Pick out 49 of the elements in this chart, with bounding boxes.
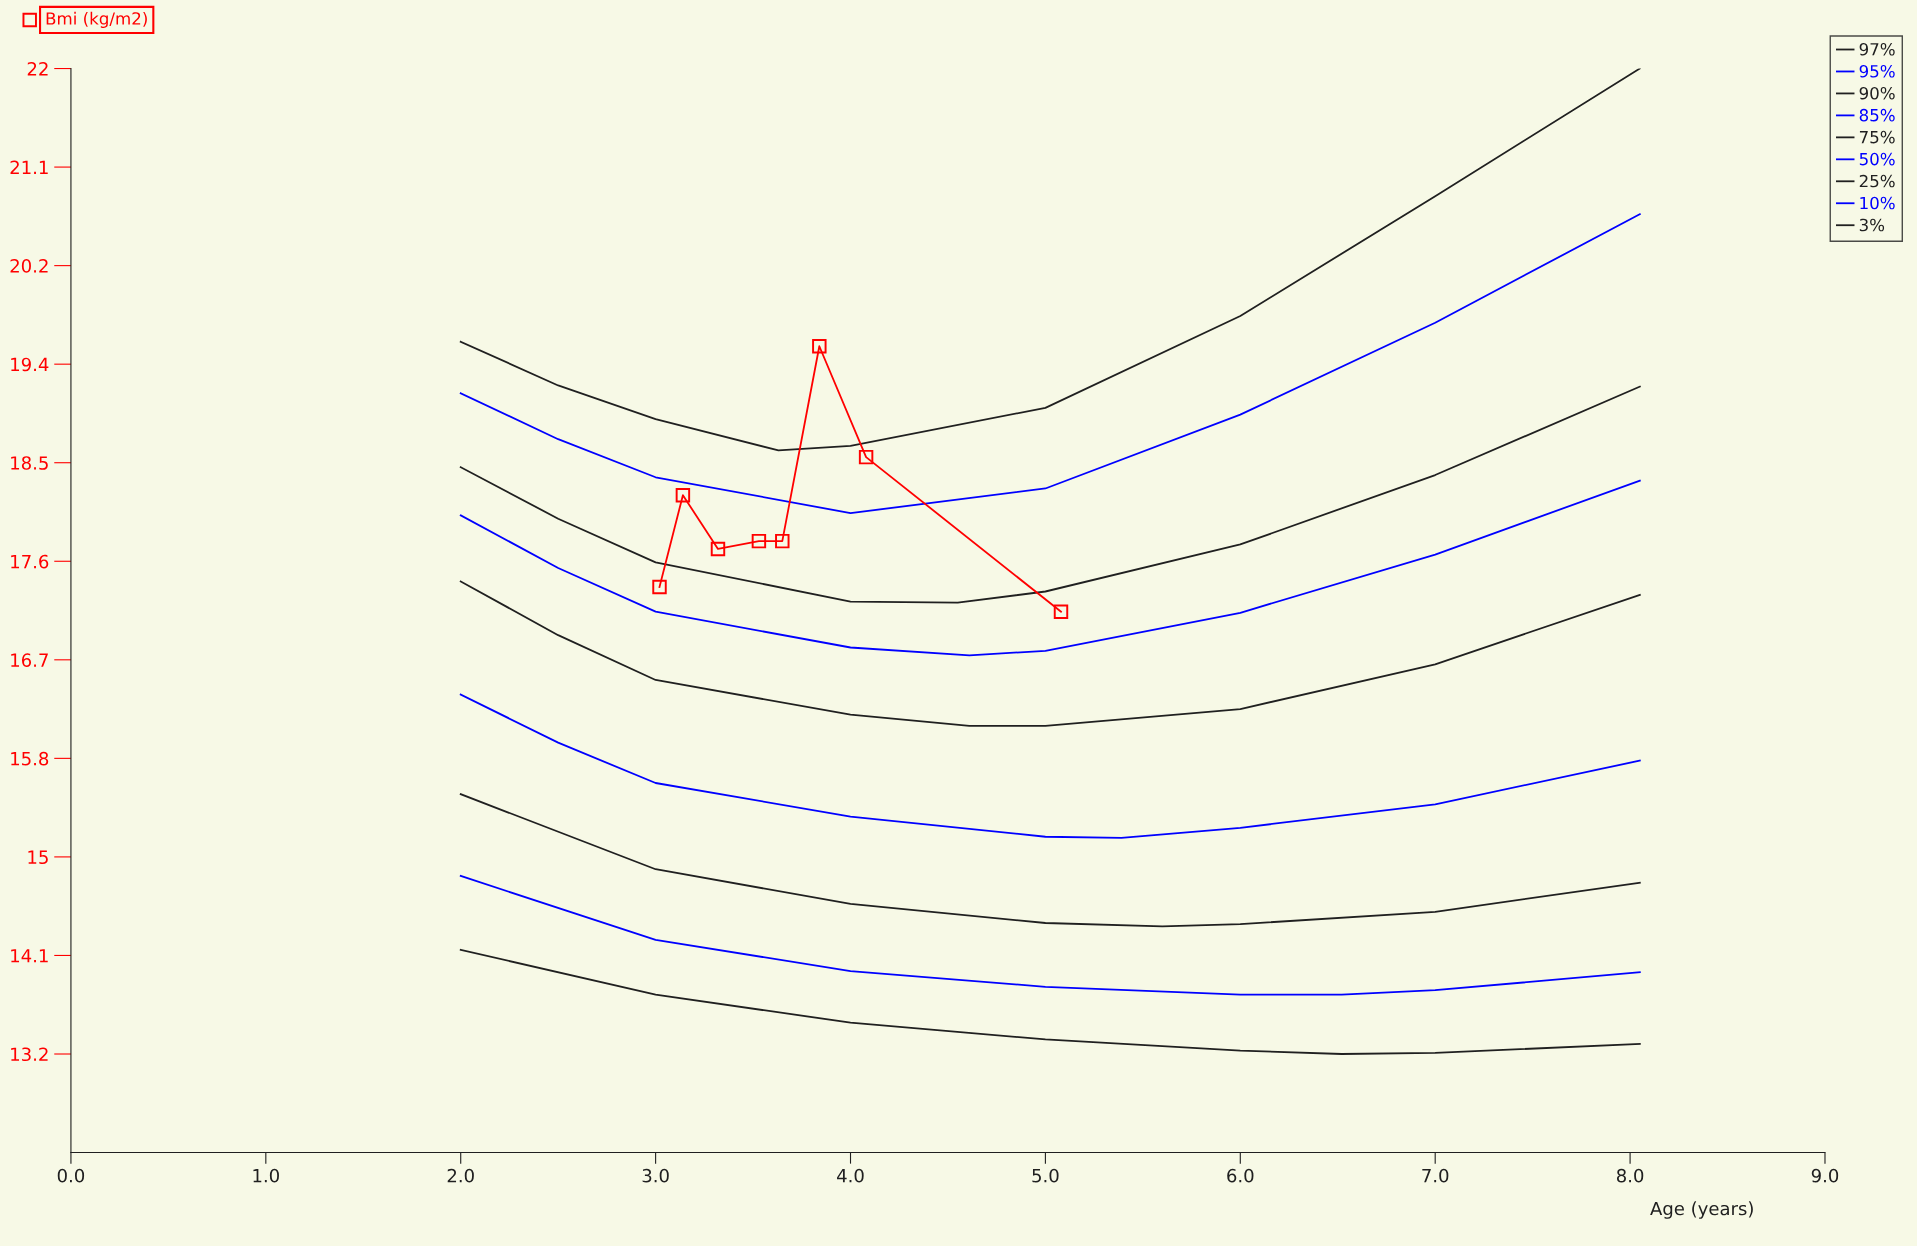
line-series bbox=[459, 68, 1641, 452]
line-series bbox=[459, 693, 1641, 839]
line-series bbox=[459, 948, 1641, 1055]
x-tick-label: 2.0 bbox=[447, 1168, 474, 1183]
y-tick-label: 18.5 bbox=[11, 456, 48, 470]
point bbox=[710, 541, 726, 557]
line-series bbox=[459, 793, 1641, 928]
y-tick-label: 17.6 bbox=[11, 554, 49, 569]
x-axis-title: Age (years) bbox=[1650, 1201, 1753, 1219]
legend-label: 3% bbox=[1859, 218, 1885, 232]
y-tick-label: 15 bbox=[28, 850, 48, 865]
x-tick-label: 7.0 bbox=[1422, 1168, 1449, 1183]
legend-label: 25% bbox=[1859, 174, 1895, 188]
line-series bbox=[459, 580, 1641, 727]
point bbox=[812, 339, 827, 354]
line-series bbox=[459, 213, 1641, 515]
y-tick-label: 15.8 bbox=[11, 751, 49, 766]
legend-label: 95% bbox=[1859, 64, 1895, 78]
y-tick-label: 19.4 bbox=[11, 357, 49, 372]
x-tick-label: 6.0 bbox=[1227, 1168, 1254, 1183]
y-tick-label: 22 bbox=[27, 61, 48, 76]
x-tick-label: 3.0 bbox=[642, 1168, 669, 1183]
line-series bbox=[459, 479, 1641, 657]
y-tick-label: 14.1 bbox=[11, 949, 48, 963]
legend-label: 10% bbox=[1860, 196, 1895, 210]
point bbox=[675, 487, 691, 503]
line-series bbox=[459, 385, 1641, 604]
legend-label: 75% bbox=[1859, 130, 1895, 144]
line-series bbox=[459, 875, 1641, 996]
x-tick-label: 5.0 bbox=[1032, 1168, 1059, 1183]
y-tick-label: 13.2 bbox=[11, 1047, 48, 1062]
legend-label: 97% bbox=[1859, 42, 1895, 56]
point bbox=[1053, 604, 1069, 619]
x-tick-label: 4.0 bbox=[837, 1168, 864, 1183]
x-tick-label: 8.0 bbox=[1616, 1168, 1644, 1183]
y-tick-label: 16.7 bbox=[11, 653, 48, 667]
y-tick-label: 20.2 bbox=[10, 259, 48, 273]
point bbox=[775, 533, 790, 549]
x-tick-label: 0.0 bbox=[57, 1168, 85, 1183]
legend-label: 85% bbox=[1859, 108, 1895, 122]
point bbox=[751, 533, 767, 549]
legend-label: 50% bbox=[1859, 152, 1895, 166]
y-tick-label: 21.1 bbox=[10, 160, 48, 174]
y-axis-title: Bmi (kg/m2) bbox=[46, 11, 147, 28]
x-tick-label: 1.0 bbox=[253, 1168, 279, 1183]
x-tick-label: 9.0 bbox=[1811, 1168, 1839, 1183]
point bbox=[858, 449, 874, 465]
point bbox=[652, 579, 667, 595]
legend-label: 90% bbox=[1859, 86, 1895, 100]
